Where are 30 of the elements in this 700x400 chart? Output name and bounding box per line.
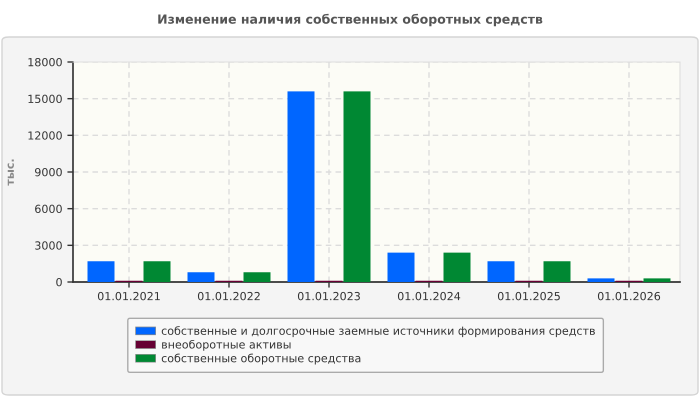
bar xyxy=(288,91,314,282)
y-tick-label: 9000 xyxy=(35,168,62,176)
bar xyxy=(244,272,270,282)
bar xyxy=(144,261,170,282)
x-tick-label: 01.01.2021 xyxy=(98,292,160,300)
y-tick-label: 12000 xyxy=(28,131,62,140)
y-tick-label: 3000 xyxy=(35,241,62,250)
chart-title: Изменение наличия собственных оборотных средств xyxy=(158,14,542,26)
x-tick-label: 01.01.2026 xyxy=(598,292,660,300)
legend-label: собственные и долгосрочные заемные источники формирования средств xyxy=(162,326,595,338)
y-tick-label: 0 xyxy=(56,278,62,286)
x-tick-label: 01.01.2023 xyxy=(298,292,360,300)
bar xyxy=(588,278,614,282)
bar xyxy=(388,252,414,282)
bar xyxy=(488,261,514,282)
x-tick-label: 01.01.2022 xyxy=(198,292,260,300)
bar xyxy=(88,261,114,282)
bar xyxy=(444,252,470,282)
bar xyxy=(188,272,214,282)
legend-label: внеоборотные активы xyxy=(162,340,291,351)
y-tick-label: 18000 xyxy=(28,58,62,66)
bar xyxy=(644,278,670,282)
y-axis-title: тыс. xyxy=(8,159,14,186)
x-tick-label: 01.01.2025 xyxy=(498,292,560,300)
bar xyxy=(344,91,370,282)
y-tick-label: 6000 xyxy=(35,204,62,214)
x-tick-label: 01.01.2024 xyxy=(398,292,460,300)
y-tick-label: 15000 xyxy=(28,94,62,104)
bar xyxy=(544,261,570,282)
legend-label: собственные оборотные средства xyxy=(162,354,360,365)
